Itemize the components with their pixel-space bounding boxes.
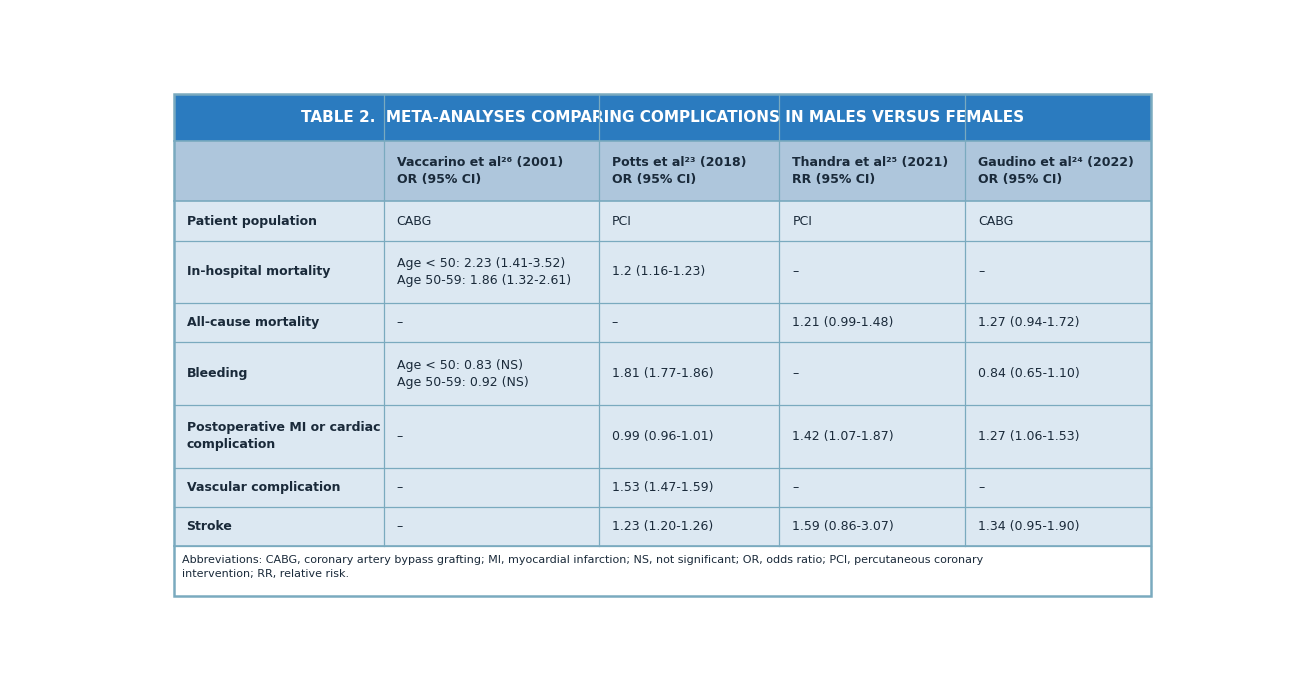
Text: PCI: PCI bbox=[792, 214, 813, 228]
Text: –: – bbox=[611, 317, 618, 330]
Text: PCI: PCI bbox=[611, 214, 632, 228]
Text: Gaudino et al²⁴ (2022)
OR (95% CI): Gaudino et al²⁴ (2022) OR (95% CI) bbox=[978, 157, 1134, 186]
Text: 1.27 (0.94-1.72): 1.27 (0.94-1.72) bbox=[978, 317, 1080, 330]
Text: 1.42 (1.07-1.87): 1.42 (1.07-1.87) bbox=[792, 430, 894, 443]
Text: Postoperative MI or cardiac
complication: Postoperative MI or cardiac complication bbox=[186, 421, 380, 452]
Text: –: – bbox=[978, 481, 985, 494]
Text: –: – bbox=[792, 265, 798, 279]
Bar bbox=[173, 468, 1151, 507]
Bar bbox=[173, 94, 1151, 142]
Text: 0.84 (0.65-1.10): 0.84 (0.65-1.10) bbox=[978, 367, 1080, 380]
Text: In-hospital mortality: In-hospital mortality bbox=[186, 265, 329, 279]
Text: Age < 50: 0.83 (NS)
Age 50-59: 0.92 (NS): Age < 50: 0.83 (NS) Age 50-59: 0.92 (NS) bbox=[397, 359, 528, 388]
Bar bbox=[173, 142, 1151, 201]
Bar bbox=[173, 507, 1151, 546]
Text: 1.34 (0.95-1.90): 1.34 (0.95-1.90) bbox=[978, 520, 1080, 533]
Text: Vaccarino et al²⁶ (2001)
OR (95% CI): Vaccarino et al²⁶ (2001) OR (95% CI) bbox=[397, 157, 563, 186]
Bar bbox=[173, 546, 1151, 595]
Text: 1.59 (0.86-3.07): 1.59 (0.86-3.07) bbox=[792, 520, 894, 533]
Bar bbox=[173, 201, 1151, 241]
Text: 1.23 (1.20-1.26): 1.23 (1.20-1.26) bbox=[611, 520, 713, 533]
Text: CABG: CABG bbox=[978, 214, 1013, 228]
Bar bbox=[173, 342, 1151, 405]
Text: 1.27 (1.06-1.53): 1.27 (1.06-1.53) bbox=[978, 430, 1080, 443]
Text: Thandra et al²⁵ (2021)
RR (95% CI): Thandra et al²⁵ (2021) RR (95% CI) bbox=[792, 157, 948, 186]
Text: All-cause mortality: All-cause mortality bbox=[186, 317, 319, 330]
Text: Abbreviations: CABG, coronary artery bypass grafting; MI, myocardial infarction;: Abbreviations: CABG, coronary artery byp… bbox=[181, 555, 983, 579]
Text: Patient population: Patient population bbox=[186, 214, 317, 228]
Text: 0.99 (0.96-1.01): 0.99 (0.96-1.01) bbox=[611, 430, 713, 443]
Text: –: – bbox=[978, 265, 985, 279]
Text: –: – bbox=[792, 367, 798, 380]
Bar bbox=[173, 405, 1151, 468]
Text: 1.53 (1.47-1.59): 1.53 (1.47-1.59) bbox=[611, 481, 713, 494]
Text: 1.2 (1.16-1.23): 1.2 (1.16-1.23) bbox=[611, 265, 705, 279]
Text: –: – bbox=[397, 481, 403, 494]
Text: 1.21 (0.99-1.48): 1.21 (0.99-1.48) bbox=[792, 317, 894, 330]
Text: Vascular complication: Vascular complication bbox=[186, 481, 340, 494]
Text: Bleeding: Bleeding bbox=[186, 367, 248, 380]
Text: 1.81 (1.77-1.86): 1.81 (1.77-1.86) bbox=[611, 367, 713, 380]
Text: –: – bbox=[397, 317, 403, 330]
Text: –: – bbox=[397, 430, 403, 443]
Text: –: – bbox=[792, 481, 798, 494]
Text: Age < 50: 2.23 (1.41-3.52)
Age 50-59: 1.86 (1.32-2.61): Age < 50: 2.23 (1.41-3.52) Age 50-59: 1.… bbox=[397, 257, 571, 287]
Text: Stroke: Stroke bbox=[186, 520, 233, 533]
Text: –: – bbox=[397, 520, 403, 533]
Bar bbox=[173, 241, 1151, 303]
Text: CABG: CABG bbox=[397, 214, 432, 228]
Text: Potts et al²³ (2018)
OR (95% CI): Potts et al²³ (2018) OR (95% CI) bbox=[611, 157, 747, 186]
Text: TABLE 2.  META-ANALYSES COMPARING COMPLICATIONS IN MALES VERSUS FEMALES: TABLE 2. META-ANALYSES COMPARING COMPLIC… bbox=[301, 111, 1023, 125]
Bar bbox=[173, 303, 1151, 342]
